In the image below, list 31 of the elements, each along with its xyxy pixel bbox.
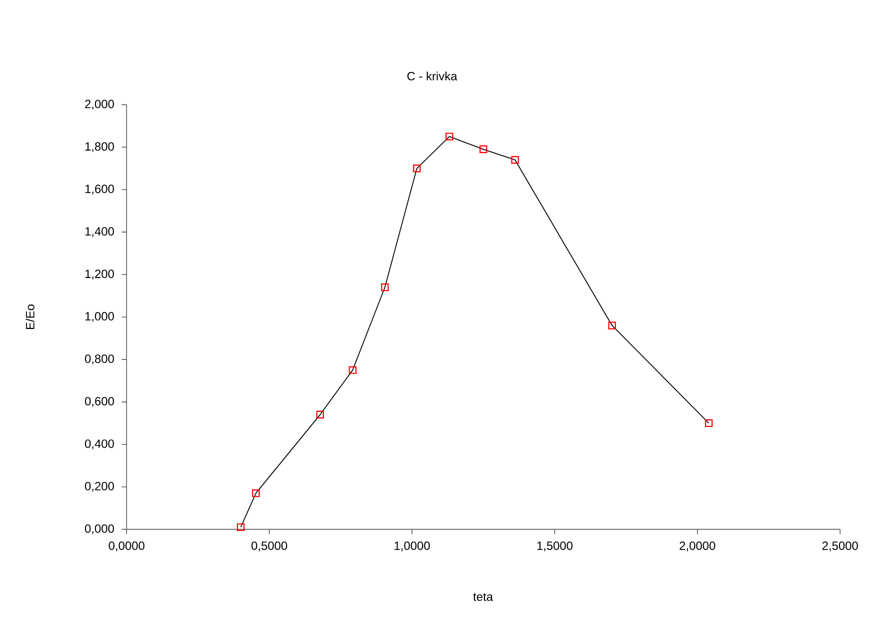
y-axis-title: E/Eo	[26, 304, 34, 329]
y-tick-label: 0,400	[84, 439, 114, 450]
y-tick-label: 0,200	[84, 482, 114, 492]
y-tick-label: 1,600	[85, 184, 114, 195]
x-tick-label: 0,0000	[108, 541, 144, 552]
x-tick-label: 2,5000	[822, 541, 858, 552]
point	[446, 132, 454, 140]
point	[236, 523, 245, 532]
y-tick-label: 0,000	[84, 524, 114, 534]
y-tick-label: 0,600	[84, 396, 114, 407]
y-tick-label: 1,800	[85, 142, 114, 152]
point	[252, 489, 260, 498]
x-axis-title: teta	[473, 593, 493, 601]
point	[316, 410, 324, 419]
point	[348, 366, 356, 374]
point	[480, 145, 488, 154]
y-tick-label: 1,000	[85, 312, 114, 322]
chart-title: C - krivka	[407, 72, 458, 80]
point	[413, 164, 421, 172]
point	[704, 419, 713, 427]
x-tick-label: 1,0000	[394, 541, 430, 552]
x-tick-label: 2,0000	[680, 541, 716, 552]
y-tick-label: 1,400	[85, 227, 114, 238]
y-tick-label: 1,200	[85, 270, 114, 280]
point	[511, 156, 519, 164]
point	[608, 322, 616, 330]
x-tick-label: 0,5000	[251, 541, 288, 552]
x-tick-label: 1,5000	[537, 541, 573, 552]
y-tick-label: 2,000	[85, 100, 114, 110]
point	[381, 283, 389, 292]
y-tick-label: 0,800	[84, 354, 114, 364]
